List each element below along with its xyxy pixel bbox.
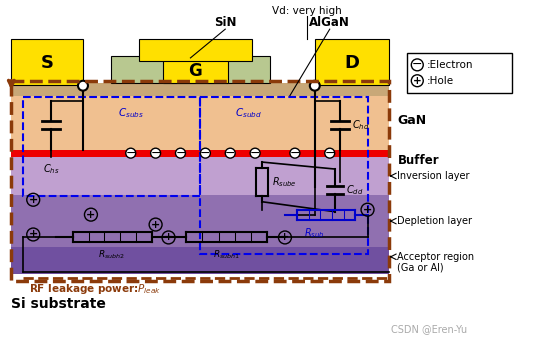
Text: Buffer: Buffer (397, 154, 439, 167)
Text: +: + (413, 76, 422, 86)
Bar (407, 53, 512, 93)
Circle shape (310, 81, 320, 91)
Circle shape (78, 81, 88, 91)
Text: Inversion layer: Inversion layer (397, 171, 470, 181)
Text: $C_{hs}$: $C_{hs}$ (43, 162, 60, 176)
Text: −: − (225, 147, 235, 160)
Text: $C_{subs}$: $C_{subs}$ (118, 106, 144, 120)
Text: +: + (29, 229, 38, 239)
Text: +: + (87, 210, 95, 220)
Text: −: − (325, 147, 335, 160)
Text: $R_{subh2}$: $R_{subh2}$ (99, 248, 125, 261)
Text: AlGaN: AlGaN (309, 16, 350, 29)
Text: −: − (250, 147, 261, 160)
Text: −: − (175, 147, 186, 160)
Text: $R_{subh1}$: $R_{subh1}$ (213, 248, 240, 261)
Text: (Ga or Al): (Ga or Al) (397, 263, 444, 273)
Text: CSDN @Eren-Yu: CSDN @Eren-Yu (391, 324, 467, 334)
Text: +: + (151, 220, 160, 229)
Bar (111, 56, 270, 83)
Text: Si substrate: Si substrate (12, 297, 106, 311)
Text: G: G (188, 62, 202, 80)
Text: Depletion layer: Depletion layer (397, 216, 472, 226)
Bar (163, 56, 228, 83)
Circle shape (150, 148, 160, 158)
Text: Acceptor region: Acceptor region (397, 252, 474, 262)
Circle shape (250, 148, 260, 158)
Text: SiN: SiN (214, 16, 236, 29)
Text: D: D (344, 54, 360, 72)
Text: −: − (126, 147, 136, 160)
Text: $R_{sub}$: $R_{sub}$ (305, 226, 325, 240)
Bar (12, 39, 83, 85)
Text: Vd: very high: Vd: very high (272, 6, 342, 16)
Text: $C_{dd}$: $C_{dd}$ (345, 183, 363, 197)
Text: :Hole: :Hole (427, 76, 455, 86)
Text: $R_{sube}$: $R_{sube}$ (272, 175, 297, 189)
Bar (139, 39, 252, 61)
Circle shape (225, 148, 235, 158)
Text: $C_{subd}$: $C_{subd}$ (235, 106, 262, 120)
Text: −: − (290, 147, 300, 160)
Text: GaN: GaN (397, 114, 426, 127)
Text: S: S (41, 54, 53, 72)
Text: +: + (280, 233, 290, 242)
Text: −: − (150, 147, 161, 160)
Circle shape (325, 148, 334, 158)
Text: −: − (200, 147, 210, 160)
Text: $C_{hd}$: $C_{hd}$ (352, 118, 369, 132)
Text: −: − (412, 58, 423, 71)
Text: +: + (29, 195, 38, 205)
Text: :Electron: :Electron (427, 60, 474, 70)
Text: +: + (164, 233, 173, 242)
Circle shape (126, 148, 136, 158)
Bar (315, 39, 390, 85)
Text: RF leakage power:$P_{leak}$: RF leakage power:$P_{leak}$ (29, 282, 161, 296)
Circle shape (201, 148, 210, 158)
Circle shape (290, 148, 300, 158)
Text: +: + (363, 205, 372, 215)
Circle shape (176, 148, 186, 158)
